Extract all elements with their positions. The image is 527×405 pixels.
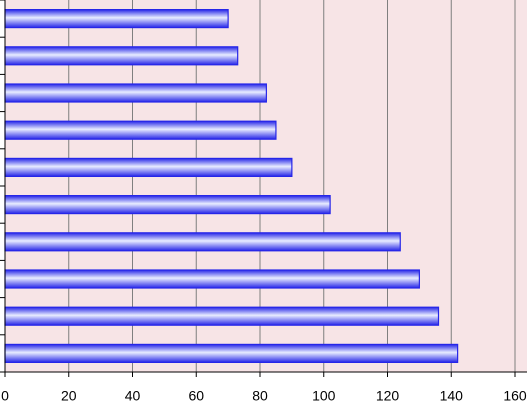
bar bbox=[4, 157, 293, 177]
x-tick-label: 0 bbox=[1, 388, 9, 404]
bar bbox=[4, 120, 277, 140]
x-tick-label: 20 bbox=[61, 388, 77, 404]
x-tick-label: 60 bbox=[188, 388, 204, 404]
bar bbox=[4, 46, 239, 66]
bar bbox=[4, 83, 267, 103]
bar bbox=[4, 269, 420, 289]
bar bbox=[4, 343, 459, 363]
x-tick-label: 40 bbox=[125, 388, 141, 404]
x-tick-label: 160 bbox=[503, 388, 527, 404]
x-tick-label: 100 bbox=[312, 388, 336, 404]
bar bbox=[4, 232, 401, 252]
x-tick-label: 120 bbox=[376, 388, 400, 404]
x-tick-label: 80 bbox=[252, 388, 268, 404]
x-tick-label: 140 bbox=[440, 388, 464, 404]
bar bbox=[4, 195, 331, 215]
bar bbox=[4, 9, 229, 29]
bar bbox=[4, 306, 440, 326]
